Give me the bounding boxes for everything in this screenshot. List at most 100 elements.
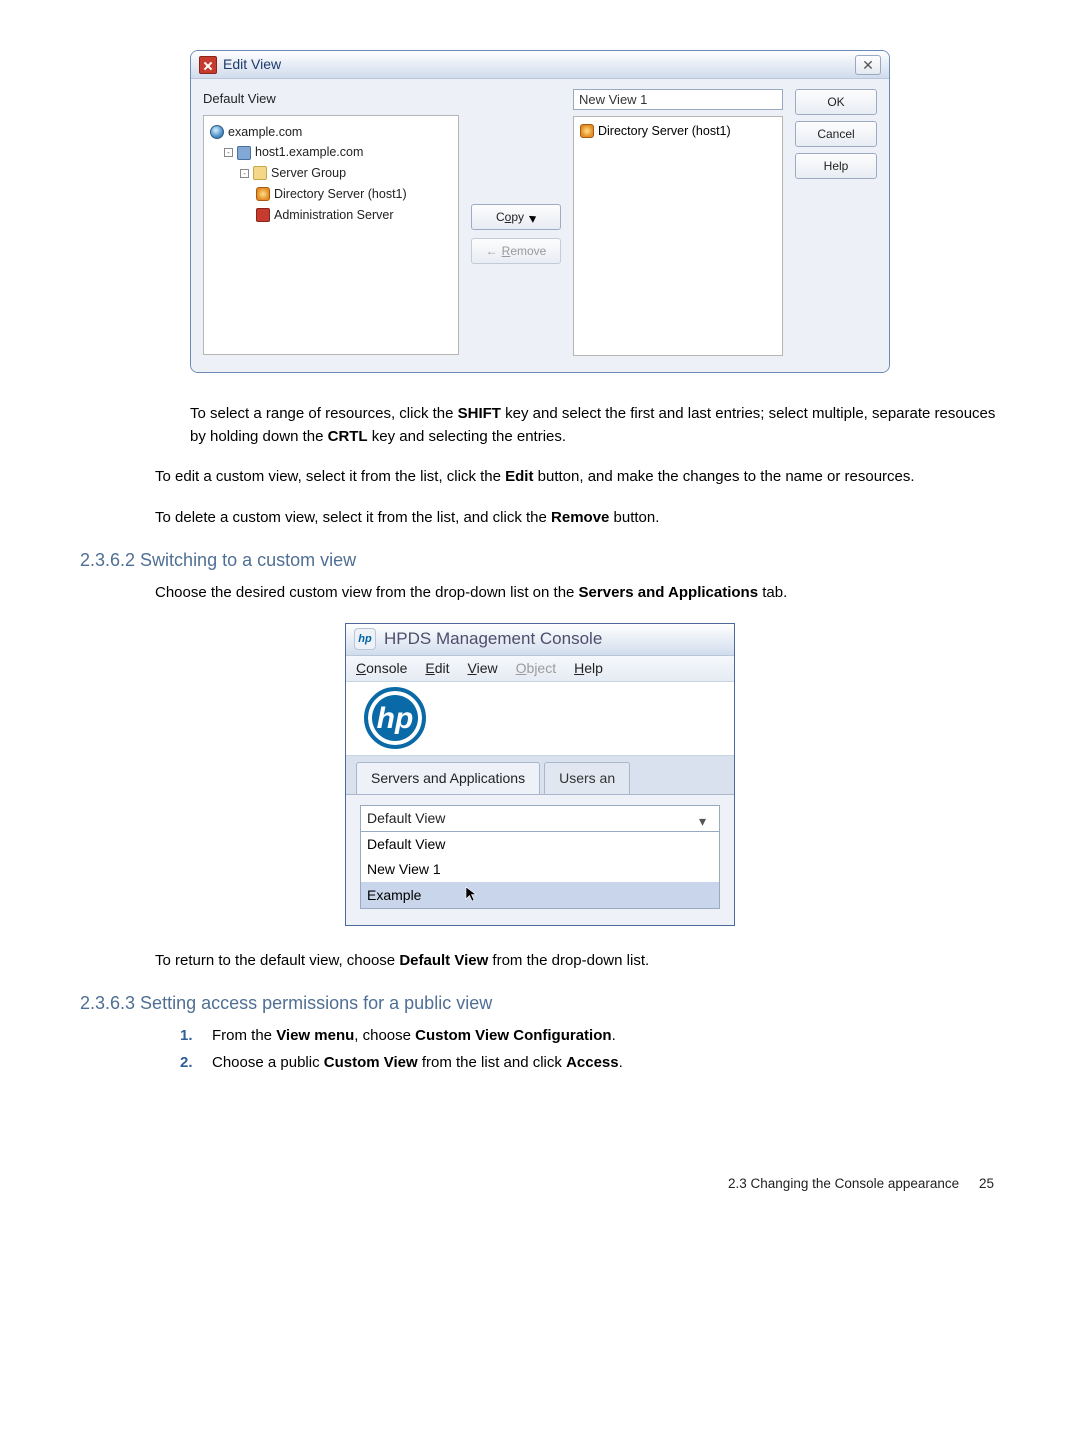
combo-option-selected[interactable]: Example [361, 882, 719, 908]
directory-server-icon [580, 124, 594, 138]
tab-users[interactable]: Users an [544, 762, 630, 794]
console-title: HPDS Management Console [384, 626, 602, 652]
ok-button[interactable]: OK [795, 89, 877, 115]
folder-icon [253, 166, 267, 180]
globe-icon [210, 125, 224, 139]
console-window: hp HPDS Management Console Console Edit … [345, 623, 735, 926]
action-button-column: OK Cancel Help [795, 89, 877, 356]
option-name-default-view: Default View [399, 952, 488, 969]
tree-node-group[interactable]: - Server Group [208, 163, 454, 184]
selected-item[interactable]: Directory Server (host1) [578, 121, 778, 142]
help-button[interactable]: Help [795, 153, 877, 179]
window-close-button[interactable]: ✕ [855, 55, 881, 75]
button-name-edit: Edit [505, 468, 533, 485]
text: To select a range of resources, click th… [190, 405, 458, 422]
text: from the list and click [418, 1054, 566, 1071]
menubar: Console Edit View Object Help [346, 656, 734, 682]
text: Choose a public [212, 1054, 324, 1071]
menu-console[interactable]: Console [356, 658, 407, 679]
footer-section: 2.3 Changing the Console appearance [728, 1176, 959, 1191]
paragraph-edit-view: To edit a custom view, select it from th… [155, 466, 1000, 489]
cancel-button-label: Cancel [817, 125, 854, 143]
resource-tree[interactable]: example.com - host1.example.com - Server… [203, 115, 459, 355]
hp-logo-icon: hp [364, 687, 426, 749]
edit-view-dialog: Edit View ✕ Default View example.com - h… [190, 50, 890, 373]
text: Choose the desired custom view from the … [155, 584, 579, 601]
copy-button[interactable]: Copy [471, 204, 561, 230]
combo-option[interactable]: Default View [361, 832, 719, 857]
text: from the drop-down list. [488, 952, 649, 969]
key-ctrl: CRTL [328, 428, 368, 445]
selected-item-label: Directory Server (host1) [598, 122, 731, 141]
key-shift: SHIFT [458, 405, 501, 422]
text: . [619, 1054, 623, 1071]
collapse-icon[interactable]: - [240, 169, 249, 178]
default-view-column: Default View example.com - host1.example… [203, 89, 459, 356]
console-titlebar: hp HPDS Management Console [346, 624, 734, 656]
hp-app-icon: hp [354, 628, 376, 650]
heading-switching: 2.3.6.2 Switching to a custom view [80, 547, 1000, 574]
remove-button[interactable]: ← Remove [471, 238, 561, 264]
footer-page-number: 25 [979, 1176, 994, 1191]
text: button, and make the changes to the name… [533, 468, 914, 485]
tab-servers-apps[interactable]: Servers and Applications [356, 762, 540, 794]
text: To edit a custom view, select it from th… [155, 468, 505, 485]
paragraph-select-range: To select a range of resources, click th… [190, 403, 1000, 448]
tree-node-label: Server Group [271, 164, 346, 183]
tree-node-label: Directory Server (host1) [274, 185, 407, 204]
tab-strip: Servers and Applications Users an [346, 756, 734, 795]
cancel-button[interactable]: Cancel [795, 121, 877, 147]
chevron-down-icon: ▾ [699, 811, 713, 825]
tree-node-label: Administration Server [274, 206, 394, 225]
tree-node-host[interactable]: - host1.example.com [208, 142, 454, 163]
admin-server-icon [256, 208, 270, 222]
text: To return to the default view, choose [155, 952, 399, 969]
menu-view[interactable]: View [468, 658, 498, 679]
button-name-remove: Remove [551, 509, 609, 526]
view-select-list[interactable]: Default View New View 1 Example [360, 832, 720, 909]
step-number: 2. [180, 1052, 198, 1075]
menu-name-view: View menu [276, 1027, 354, 1044]
text: key and selecting the entries. [368, 428, 566, 445]
menu-edit[interactable]: Edit [425, 658, 449, 679]
procedure-list: 1. From the View menu, choose Custom Vie… [180, 1025, 1000, 1074]
copy-button-label: Copy [496, 208, 524, 226]
tree-node-admin[interactable]: Administration Server [208, 205, 454, 226]
text: , choose [354, 1027, 415, 1044]
list-item: 2. Choose a public Custom View from the … [180, 1052, 1000, 1075]
paragraph-choose-view: Choose the desired custom view from the … [155, 582, 1000, 605]
remove-button-label: Remove [502, 242, 547, 260]
combo-option[interactable]: New View 1 [361, 857, 719, 882]
new-view-column: Directory Server (host1) [573, 89, 783, 356]
dropdown-area: Default View ▾ Default View New View 1 E… [346, 795, 734, 925]
step-text: From the View menu, choose Custom View C… [212, 1025, 616, 1048]
list-item: 1. From the View menu, choose Custom Vie… [180, 1025, 1000, 1048]
directory-server-icon [256, 187, 270, 201]
menu-object[interactable]: Object [516, 658, 556, 679]
view-select-combo[interactable]: Default View ▾ [360, 805, 720, 832]
dialog-title: Edit View [223, 54, 281, 75]
close-icon [199, 56, 217, 74]
tree-node-ds[interactable]: Directory Server (host1) [208, 184, 454, 205]
transfer-buttons: Copy ← Remove [471, 89, 561, 356]
page-footer: 2.3 Changing the Console appearance 25 [80, 1174, 1000, 1194]
remove-arrow-icon: ← [486, 242, 498, 260]
text: From the [212, 1027, 276, 1044]
term-custom-view: Custom View [324, 1054, 418, 1071]
tree-node-label: host1.example.com [255, 143, 363, 162]
step-text: Choose a public Custom View from the lis… [212, 1052, 623, 1075]
text: button. [609, 509, 659, 526]
step-number: 1. [180, 1025, 198, 1048]
host-icon [237, 146, 251, 160]
selected-resources-panel[interactable]: Directory Server (host1) [573, 116, 783, 356]
menu-item-name: Custom View Configuration [415, 1027, 611, 1044]
menu-help[interactable]: Help [574, 658, 603, 679]
tree-node-root[interactable]: example.com [208, 122, 454, 143]
heading-access-permissions: 2.3.6.3 Setting access permissions for a… [80, 990, 1000, 1017]
logo-area: hp [346, 682, 734, 756]
view-name-input[interactable] [573, 89, 783, 110]
collapse-icon[interactable]: - [224, 148, 233, 157]
help-button-label: Help [824, 157, 849, 175]
tab-name-servers-apps: Servers and Applications [579, 584, 759, 601]
default-view-label: Default View [203, 89, 459, 109]
